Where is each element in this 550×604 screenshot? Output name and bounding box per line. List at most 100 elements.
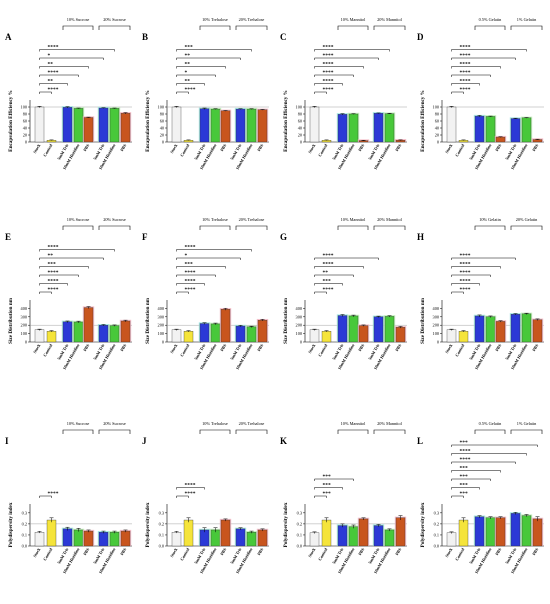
x-tick-label: Control xyxy=(179,142,191,157)
y-tick-label: 0 xyxy=(162,340,164,345)
bar xyxy=(384,113,395,143)
y-tick-label: 40 xyxy=(23,126,27,131)
bar xyxy=(373,113,384,143)
bar xyxy=(235,108,246,143)
y-tick-label: 20 xyxy=(160,133,164,138)
significance-stars: **** xyxy=(323,253,334,259)
bar xyxy=(83,307,94,343)
significance-stars: **** xyxy=(48,45,59,51)
significance-stars: ** xyxy=(48,62,54,68)
group-label: 1% Gelatin xyxy=(517,421,537,426)
x-tick-label: PBS xyxy=(357,342,366,352)
bar xyxy=(46,519,57,547)
x-tick-label: PBS xyxy=(494,142,503,152)
y-tick-label: 0.0 xyxy=(22,544,27,549)
y-tick-label: 100 xyxy=(433,105,439,110)
y-tick-label: 100 xyxy=(158,105,164,110)
y-axis-label: Polydispersity index xyxy=(145,502,151,547)
group-bracket xyxy=(373,429,406,434)
significance-stars: **** xyxy=(323,79,334,85)
significance-bracket xyxy=(314,57,379,60)
y-tick-label: 0.3 xyxy=(297,510,302,515)
y-tick-label: 80 xyxy=(298,112,302,117)
significance-stars: **** xyxy=(48,287,59,293)
significance-bracket xyxy=(176,274,216,277)
x-tick-label: PBS xyxy=(357,546,366,556)
bar xyxy=(510,513,521,547)
significance-stars: *** xyxy=(460,491,469,497)
significance-bracket xyxy=(39,91,52,94)
x-tick-label: PBS xyxy=(531,342,540,352)
bar xyxy=(246,326,257,343)
bar xyxy=(98,325,109,343)
significance-bracket xyxy=(39,83,68,86)
group-label: 10% Sucrose xyxy=(67,421,90,426)
group-bracket xyxy=(510,429,543,434)
y-tick-label: 200 xyxy=(296,323,302,328)
group-bracket xyxy=(199,225,231,230)
significance-bracket xyxy=(39,266,89,269)
y-tick-label: 40 xyxy=(435,126,439,131)
significance-bracket xyxy=(39,49,115,52)
x-tick-label: Stock xyxy=(307,342,317,354)
x-tick-label: Control xyxy=(179,546,191,561)
y-axis-label: Encapsulation Efficiency % xyxy=(283,90,289,152)
bar xyxy=(183,331,194,343)
bar xyxy=(171,329,182,343)
y-tick-label: 0 xyxy=(25,140,27,145)
bar xyxy=(109,532,120,547)
significance-bracket xyxy=(39,257,104,260)
y-tick-label: 0.2 xyxy=(159,521,164,526)
significance-bracket xyxy=(39,291,52,294)
significance-bracket xyxy=(39,66,89,69)
x-tick-label: PBS xyxy=(357,142,366,152)
y-tick-label: 200 xyxy=(433,323,439,328)
y-tick-label: 400 xyxy=(296,306,302,311)
bar xyxy=(62,321,73,343)
y-tick-label: 0.0 xyxy=(297,544,302,549)
group-label: 10% Trehalose xyxy=(202,17,228,22)
group-label: 10% Mannitol xyxy=(341,217,367,222)
group-bracket xyxy=(199,25,231,30)
bar-chart-k: K 10% Mannitol 20% Mannitol *** *** *** 0.0 0.1… xyxy=(280,421,407,575)
significance-stars: * xyxy=(48,53,51,59)
bar xyxy=(83,117,94,143)
x-tick-label: PBS xyxy=(531,142,540,152)
bar xyxy=(521,313,532,343)
bar xyxy=(532,518,543,547)
bar xyxy=(309,329,320,343)
y-tick-label: 20 xyxy=(23,133,27,138)
y-axis-label: Polydispersity index xyxy=(8,502,14,547)
significance-stars: *** xyxy=(460,440,469,446)
x-tick-label: Control xyxy=(42,142,54,157)
significance-stars: **** xyxy=(185,270,196,276)
significance-stars: *** xyxy=(323,491,332,497)
bar xyxy=(199,323,210,343)
y-tick-label: 0.3 xyxy=(434,510,439,515)
y-axis-label: Size Distribution nm xyxy=(145,297,151,344)
panel-g: G 10% Mannitol 20% Mannitol **** *** ** **** **… xyxy=(275,200,412,400)
significance-stars: ** xyxy=(48,79,54,85)
x-tick-label: PBS xyxy=(394,546,403,556)
panel-letter: B xyxy=(142,32,148,42)
group-bracket xyxy=(474,225,506,230)
y-tick-label: 0.2 xyxy=(297,521,302,526)
significance-stars: **** xyxy=(460,287,471,293)
bar-chart-h: H 10% Gelatin 20% Gelatin **** **** **** **** *… xyxy=(417,217,544,371)
bar xyxy=(485,116,496,143)
significance-bracket xyxy=(39,57,104,60)
significance-bracket xyxy=(314,91,327,94)
significance-bracket xyxy=(314,291,327,294)
y-tick-label: 0.0 xyxy=(434,544,439,549)
bar-chart-a: A10% Sucrose 20% Sucrose*****************… xyxy=(5,17,132,171)
significance-stars: **** xyxy=(323,62,334,68)
significance-bracket xyxy=(314,274,354,277)
bar xyxy=(257,319,268,343)
y-tick-label: 40 xyxy=(298,126,302,131)
significance-bracket xyxy=(451,495,464,498)
group-bracket xyxy=(98,429,131,434)
significance-stars: **** xyxy=(460,45,471,51)
x-tick-label: PBS xyxy=(531,546,540,556)
y-tick-label: 60 xyxy=(160,119,164,124)
